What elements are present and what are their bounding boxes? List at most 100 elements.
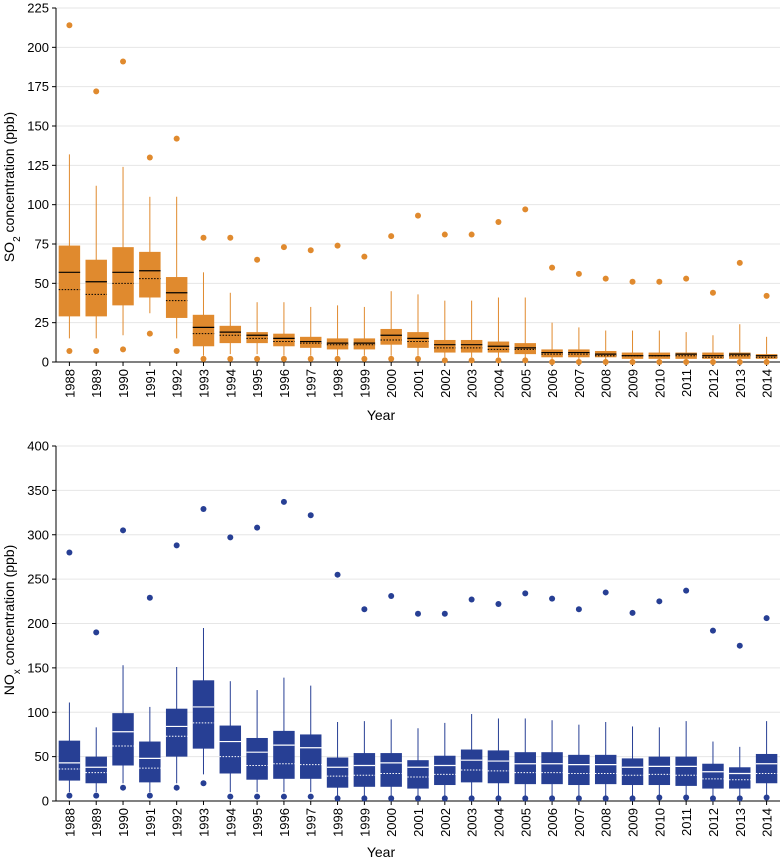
nox-outlier-high	[200, 506, 207, 513]
so2-box-2002	[434, 231, 456, 364]
so2-outlier-low	[602, 359, 609, 365]
nox-outlier-high	[146, 594, 153, 601]
so2-x-tick-label: 2011	[679, 369, 694, 397]
nox-box-body	[621, 758, 644, 786]
nox-box-2009	[621, 609, 644, 802]
nox-x-tick-label: 1996	[277, 808, 292, 837]
nox-box-2011	[675, 587, 697, 801]
nox-box-body	[273, 730, 295, 779]
nox-box-1991	[139, 594, 161, 799]
nox-y-axis-title-part-3: concentration (ppb)	[1, 545, 17, 670]
nox-outlier-low	[173, 784, 180, 791]
so2-box-1993	[192, 234, 215, 362]
nox-outlier-low	[468, 795, 475, 802]
so2-outlier-low	[468, 357, 475, 364]
nox-y-tick-label: 150	[27, 660, 49, 675]
so2-x-tick-label: 1997	[304, 369, 319, 398]
nox-y-tick-label: 100	[27, 705, 49, 720]
so2-x-tick-label: 2014	[760, 369, 775, 398]
so2-box-body	[139, 251, 161, 298]
so2-outlier-high	[736, 259, 743, 266]
nox-outlier-high	[602, 589, 609, 596]
nox-box-body	[380, 753, 402, 787]
so2-box-body	[246, 332, 268, 344]
nox-outlier-low	[549, 795, 556, 802]
nox-box-body	[487, 750, 510, 784]
nox-x-tick-label: 1997	[304, 808, 319, 837]
so2-y-tick-label: 75	[35, 237, 49, 252]
nox-x-tick-label: 1993	[196, 808, 211, 837]
so2-x-tick-label: 2000	[384, 369, 399, 398]
so2-outlier-high	[549, 264, 556, 271]
so2-x-tick-label: 2009	[626, 369, 641, 398]
so2-outlier-low	[66, 347, 73, 354]
nox-box-body	[594, 754, 617, 785]
nox-x-tick-label: 2004	[491, 808, 506, 837]
so2-x-tick-label: 1992	[170, 369, 185, 398]
nox-outlier-high	[93, 629, 100, 636]
nox-box-2006	[541, 595, 563, 802]
nox-panel: 0 50 100 150 200 250 300 350 400 1988 1989 1990 1991…	[1, 439, 780, 860]
so2-box-2004	[487, 218, 510, 364]
so2-box-body	[273, 333, 295, 347]
so2-y-tick-label: 50	[35, 276, 49, 291]
nox-outlier-low	[709, 795, 716, 802]
nox-outlier-high	[280, 498, 287, 505]
so2-outlier-high	[227, 234, 234, 241]
so2-x-tick-label: 1993	[196, 369, 211, 398]
so2-outlier-low	[334, 355, 341, 362]
nox-y-tick-label: 350	[27, 483, 49, 498]
so2-box-2014	[755, 292, 778, 365]
nox-box-body	[246, 737, 268, 780]
so2-panel: 0 25 50 75 100 125 150 175 200 225 1988 1989 1990 199…	[1, 1, 780, 423]
so2-box-2007	[568, 270, 590, 365]
nox-outlier-low	[146, 792, 153, 799]
nox-box-1993	[192, 506, 215, 787]
so2-box-1996	[273, 244, 295, 362]
so2-box-body	[541, 349, 563, 358]
nox-box-body	[514, 752, 536, 785]
so2-x-tick-label: 2006	[545, 369, 560, 398]
so2-x-tick-label: 2002	[438, 369, 453, 398]
nox-outlier-low	[495, 795, 502, 802]
nox-box-body	[85, 756, 107, 784]
so2-box-body	[434, 339, 456, 353]
so2-y-tick-label: 125	[27, 158, 49, 173]
so2-y-tick-label: 200	[27, 40, 49, 55]
so2-y-tick-label: 25	[35, 315, 49, 330]
nox-x-tick-label: 1994	[223, 808, 238, 837]
so2-box-2009	[621, 278, 644, 365]
so2-box-body	[675, 352, 697, 359]
nox-outlier-high	[227, 534, 234, 541]
nox-outlier-low	[441, 795, 448, 802]
so2-box-body	[112, 247, 134, 306]
nox-x-tick-label: 2002	[438, 808, 453, 837]
nox-box-body	[729, 767, 751, 789]
so2-outlier-high	[307, 247, 314, 254]
so2-x-tick-label: 1998	[331, 369, 346, 398]
nox-outlier-low	[280, 793, 287, 800]
so2-outlier-low	[683, 359, 690, 365]
so2-box-body	[300, 336, 322, 348]
nox-outlier-high	[522, 590, 529, 597]
nox-y-axis-title: NOx concentration (ppb)	[1, 545, 23, 696]
so2-outlier-high	[173, 135, 180, 142]
nox-outlier-low	[254, 793, 261, 800]
nox-x-tick-label: 1999	[357, 808, 372, 837]
so2-y-tick-label: 225	[27, 1, 49, 16]
so2-outlier-high	[763, 292, 770, 299]
so2-outlier-high	[683, 275, 690, 282]
nox-box-2004	[487, 600, 510, 802]
so2-outlier-high	[468, 231, 475, 238]
nox-x-tick-label: 2012	[706, 808, 721, 837]
nox-x-tick-label: 2010	[652, 808, 667, 837]
nox-x-tick-label: 2008	[599, 808, 614, 837]
nox-box-2010	[648, 598, 671, 801]
nox-x-tick-label: 1992	[170, 808, 185, 837]
nox-outlier-high	[415, 610, 421, 617]
so2-y-tick-label: 175	[27, 79, 49, 94]
nox-outlier-low	[227, 793, 234, 800]
nox-outlier-high	[66, 549, 73, 556]
nox-outlier-high	[575, 606, 582, 613]
